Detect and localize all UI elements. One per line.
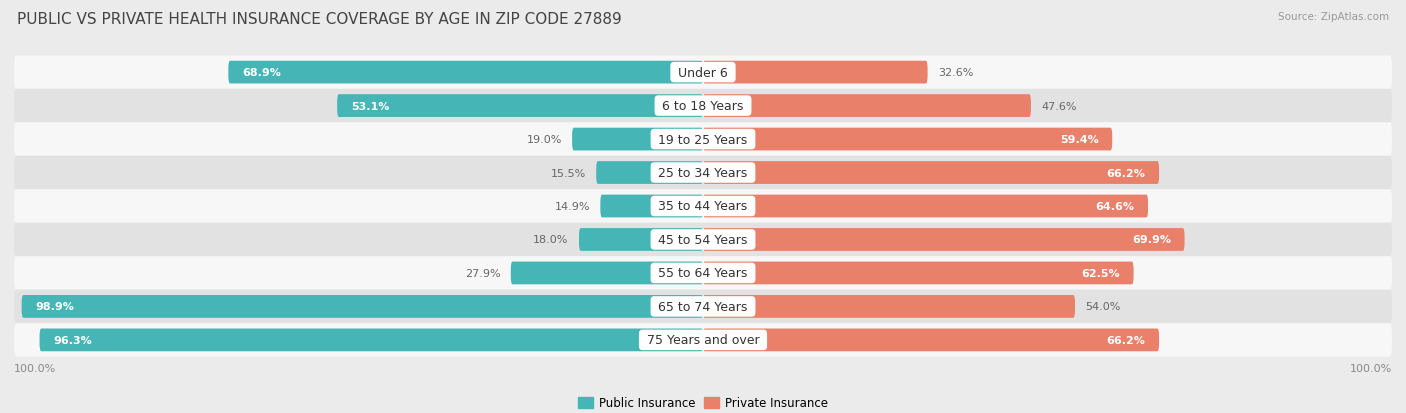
FancyBboxPatch shape [14, 157, 1392, 190]
Text: 96.3%: 96.3% [53, 335, 91, 345]
Text: 69.9%: 69.9% [1132, 235, 1171, 245]
FancyBboxPatch shape [579, 228, 703, 251]
FancyBboxPatch shape [14, 90, 1392, 123]
Text: 27.9%: 27.9% [465, 268, 501, 278]
FancyBboxPatch shape [14, 56, 1392, 90]
FancyBboxPatch shape [703, 128, 1112, 151]
FancyBboxPatch shape [14, 223, 1392, 256]
FancyBboxPatch shape [703, 262, 1133, 285]
Text: 75 Years and over: 75 Years and over [643, 334, 763, 347]
FancyBboxPatch shape [228, 62, 703, 84]
Text: 35 to 44 Years: 35 to 44 Years [654, 200, 752, 213]
Text: 53.1%: 53.1% [352, 101, 389, 112]
Legend: Public Insurance, Private Insurance: Public Insurance, Private Insurance [574, 392, 832, 413]
FancyBboxPatch shape [14, 323, 1392, 357]
Text: 100.0%: 100.0% [14, 363, 56, 373]
Text: 47.6%: 47.6% [1042, 101, 1077, 112]
FancyBboxPatch shape [600, 195, 703, 218]
Text: 62.5%: 62.5% [1081, 268, 1119, 278]
Text: 45 to 54 Years: 45 to 54 Years [654, 233, 752, 247]
Text: 65 to 74 Years: 65 to 74 Years [654, 300, 752, 313]
Text: 64.6%: 64.6% [1095, 202, 1135, 211]
Text: 68.9%: 68.9% [242, 68, 281, 78]
Text: 19 to 25 Years: 19 to 25 Years [654, 133, 752, 146]
Text: Source: ZipAtlas.com: Source: ZipAtlas.com [1278, 12, 1389, 22]
FancyBboxPatch shape [703, 228, 1185, 251]
FancyBboxPatch shape [703, 62, 928, 84]
Text: 54.0%: 54.0% [1085, 301, 1121, 312]
FancyBboxPatch shape [703, 295, 1076, 318]
FancyBboxPatch shape [21, 295, 703, 318]
Text: 14.9%: 14.9% [554, 202, 591, 211]
FancyBboxPatch shape [510, 262, 703, 285]
FancyBboxPatch shape [572, 128, 703, 151]
Text: 19.0%: 19.0% [526, 135, 562, 145]
FancyBboxPatch shape [337, 95, 703, 118]
FancyBboxPatch shape [703, 162, 1159, 185]
FancyBboxPatch shape [14, 190, 1392, 223]
FancyBboxPatch shape [14, 256, 1392, 290]
FancyBboxPatch shape [14, 123, 1392, 157]
Text: 18.0%: 18.0% [533, 235, 568, 245]
Text: 66.2%: 66.2% [1107, 168, 1146, 178]
Text: 15.5%: 15.5% [551, 168, 586, 178]
Text: 59.4%: 59.4% [1060, 135, 1098, 145]
FancyBboxPatch shape [703, 195, 1149, 218]
Text: 32.6%: 32.6% [938, 68, 973, 78]
Text: 6 to 18 Years: 6 to 18 Years [658, 100, 748, 113]
FancyBboxPatch shape [703, 95, 1031, 118]
Text: Under 6: Under 6 [673, 66, 733, 79]
Text: 55 to 64 Years: 55 to 64 Years [654, 267, 752, 280]
FancyBboxPatch shape [703, 329, 1159, 351]
Text: PUBLIC VS PRIVATE HEALTH INSURANCE COVERAGE BY AGE IN ZIP CODE 27889: PUBLIC VS PRIVATE HEALTH INSURANCE COVER… [17, 12, 621, 27]
Text: 66.2%: 66.2% [1107, 335, 1146, 345]
Text: 100.0%: 100.0% [1350, 363, 1392, 373]
Text: 98.9%: 98.9% [35, 301, 75, 312]
FancyBboxPatch shape [596, 162, 703, 185]
FancyBboxPatch shape [14, 290, 1392, 323]
Text: 25 to 34 Years: 25 to 34 Years [654, 166, 752, 180]
FancyBboxPatch shape [39, 329, 703, 351]
